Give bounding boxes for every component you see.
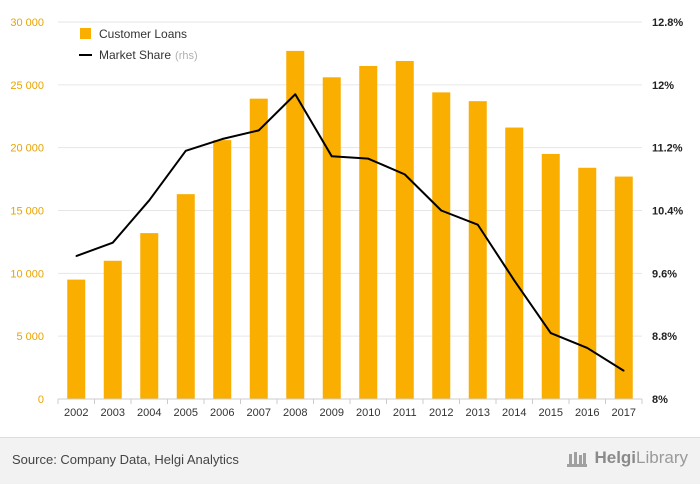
line-point <box>294 93 297 96</box>
x-axis: 2002 2003 2004 2005 2006 2007 2008 2009 2010 2011… <box>57 398 643 419</box>
bar <box>176 194 195 399</box>
y-axis-left: 0 5 000 10 000 15 000 20 000 25 000 30 000 <box>10 17 44 406</box>
line-point <box>403 173 406 176</box>
y-tick-label-right: 10.4% <box>652 206 683 218</box>
bar <box>468 101 487 400</box>
legend-label-market-share-suffix: (rhs) <box>175 50 198 62</box>
y-tick-label-left: 5 000 <box>16 331 44 343</box>
x-tick-label: 2008 <box>283 407 307 419</box>
y-tick-label-left: 0 <box>38 394 44 406</box>
x-tick-label: 2010 <box>356 407 380 419</box>
x-tick-label: 2004 <box>137 407 161 419</box>
bar <box>578 167 597 399</box>
line-point <box>440 209 443 212</box>
y-tick-label-left: 25 000 <box>10 80 44 92</box>
bar <box>103 260 122 399</box>
bar <box>286 50 305 400</box>
legend-label-market-share: Market Share (rhs) <box>99 48 198 62</box>
footer: Source: Company Data, Helgi Analytics He… <box>0 437 700 484</box>
line-point <box>622 369 625 372</box>
bar <box>322 77 341 399</box>
bar <box>505 127 524 399</box>
brand-name-part2: Library <box>636 448 688 467</box>
x-tick-label: 2015 <box>539 407 563 419</box>
brand-logo: Helgi Library <box>566 448 688 468</box>
line-point <box>330 155 333 158</box>
x-tick-label: 2003 <box>101 407 125 419</box>
brand-name-part1: Helgi <box>594 448 637 467</box>
y-tick-label-right: 12.8% <box>652 17 683 29</box>
bar <box>541 153 560 399</box>
bar <box>67 279 86 399</box>
line-point <box>367 157 370 160</box>
x-tick-label: 2016 <box>575 407 599 419</box>
y-tick-label-right: 12% <box>652 80 674 92</box>
x-tick-label: 2005 <box>174 407 198 419</box>
y-tick-label-right: 8.8% <box>652 331 677 343</box>
bar <box>614 176 633 399</box>
line-point <box>148 199 151 202</box>
x-tick-label: 2009 <box>320 407 344 419</box>
x-tick-label: 2002 <box>64 407 88 419</box>
library-icon <box>567 452 588 467</box>
x-tick-label: 2006 <box>210 407 234 419</box>
source-text: Source: Company Data, Helgi Analytics <box>12 452 239 467</box>
y-tick-label-left: 10 000 <box>10 268 44 280</box>
bar <box>432 92 451 399</box>
x-tick-label: 2011 <box>393 407 417 419</box>
legend: Customer Loans Market Share (rhs) <box>79 27 198 62</box>
bar-series <box>67 50 633 400</box>
y-tick-label-left: 20 000 <box>10 143 44 155</box>
bar <box>359 65 378 399</box>
x-tick-label: 2007 <box>247 407 271 419</box>
legend-swatch-customer-loans <box>80 28 91 39</box>
y-axis-right: 8% 8.8% 9.6% 10.4% 11.2% 12% 12.8% <box>652 17 683 406</box>
x-tick-label: 2012 <box>429 407 453 419</box>
line-point <box>257 129 260 132</box>
line-point <box>476 223 479 226</box>
x-tick-label: 2013 <box>466 407 490 419</box>
line-series <box>75 93 625 372</box>
y-tick-label-right: 9.6% <box>652 268 677 280</box>
bar <box>213 140 232 400</box>
y-tick-label-left: 30 000 <box>10 17 44 29</box>
line-point <box>221 138 224 140</box>
line-point <box>549 332 552 334</box>
market-share-line <box>75 93 625 372</box>
y-tick-label-right: 8% <box>652 394 668 406</box>
y-tick-label-right: 11.2% <box>652 143 683 155</box>
line-point <box>184 150 187 152</box>
line-point <box>75 255 78 257</box>
line-point <box>513 279 516 282</box>
bar <box>249 98 268 399</box>
legend-label-market-share-name: Market Share <box>99 48 171 62</box>
line-point <box>586 347 589 349</box>
x-tick-label: 2017 <box>612 407 636 419</box>
bar <box>140 233 159 399</box>
line-point <box>111 241 114 244</box>
x-tick-label: 2014 <box>502 407 526 419</box>
legend-label-customer-loans: Customer Loans <box>99 27 187 41</box>
bar <box>395 60 414 399</box>
y-tick-label-left: 15 000 <box>10 206 44 218</box>
